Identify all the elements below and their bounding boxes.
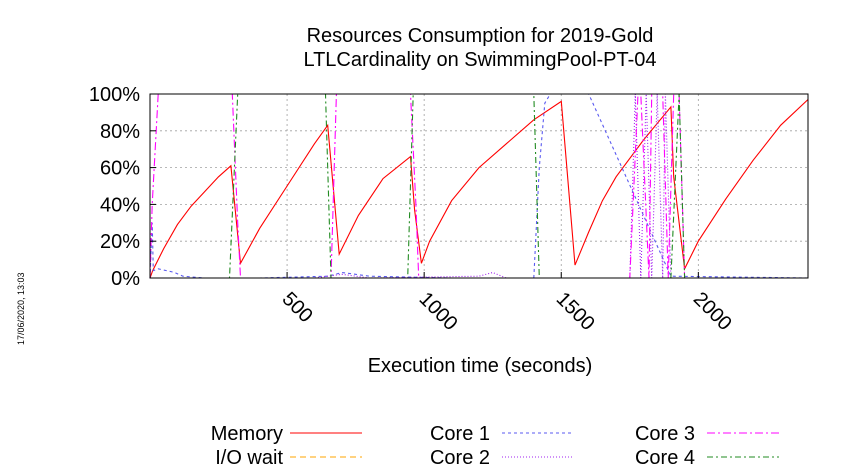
y-tick-label: 100%: [89, 84, 140, 106]
chart-title-line-2: LTLCardinality on SwimmingPool-PT-04: [303, 49, 656, 71]
x-tick-label: 500: [278, 288, 317, 327]
series-line-memory: [149, 99, 809, 279]
y-tick-label: 40%: [100, 194, 140, 216]
chart-title-line-1: Resources Consumption for 2019-Gold: [307, 25, 654, 47]
timestamp-stamp: 17/06/2020, 13:03: [16, 272, 26, 345]
legend-label: I/O wait: [215, 447, 283, 469]
x-tick-label: 1500: [552, 288, 599, 335]
series-lines: [149, 93, 809, 279]
series-line-core-2: [150, 93, 808, 279]
legend-label: Core 4: [635, 447, 695, 469]
legend-label: Memory: [211, 423, 283, 445]
series-line-core-3: [149, 93, 808, 279]
x-tick-label: 2000: [689, 288, 736, 335]
series-line-core-1: [149, 93, 809, 279]
legend-label: Core 2: [430, 447, 490, 469]
grid: [150, 94, 808, 278]
y-tick-label: 20%: [100, 231, 140, 253]
legend-label: Core 3: [635, 423, 695, 445]
x-tick-label: 1000: [415, 288, 462, 335]
y-tick-label: 80%: [100, 121, 140, 143]
series-line-core-4: [150, 93, 808, 279]
y-tick-label: 60%: [100, 158, 140, 180]
y-tick-label: 0%: [111, 268, 140, 290]
legend-label: Core 1: [430, 423, 490, 445]
plot-frame: [149, 93, 809, 279]
x-axis-label: Execution time (seconds): [368, 355, 593, 377]
